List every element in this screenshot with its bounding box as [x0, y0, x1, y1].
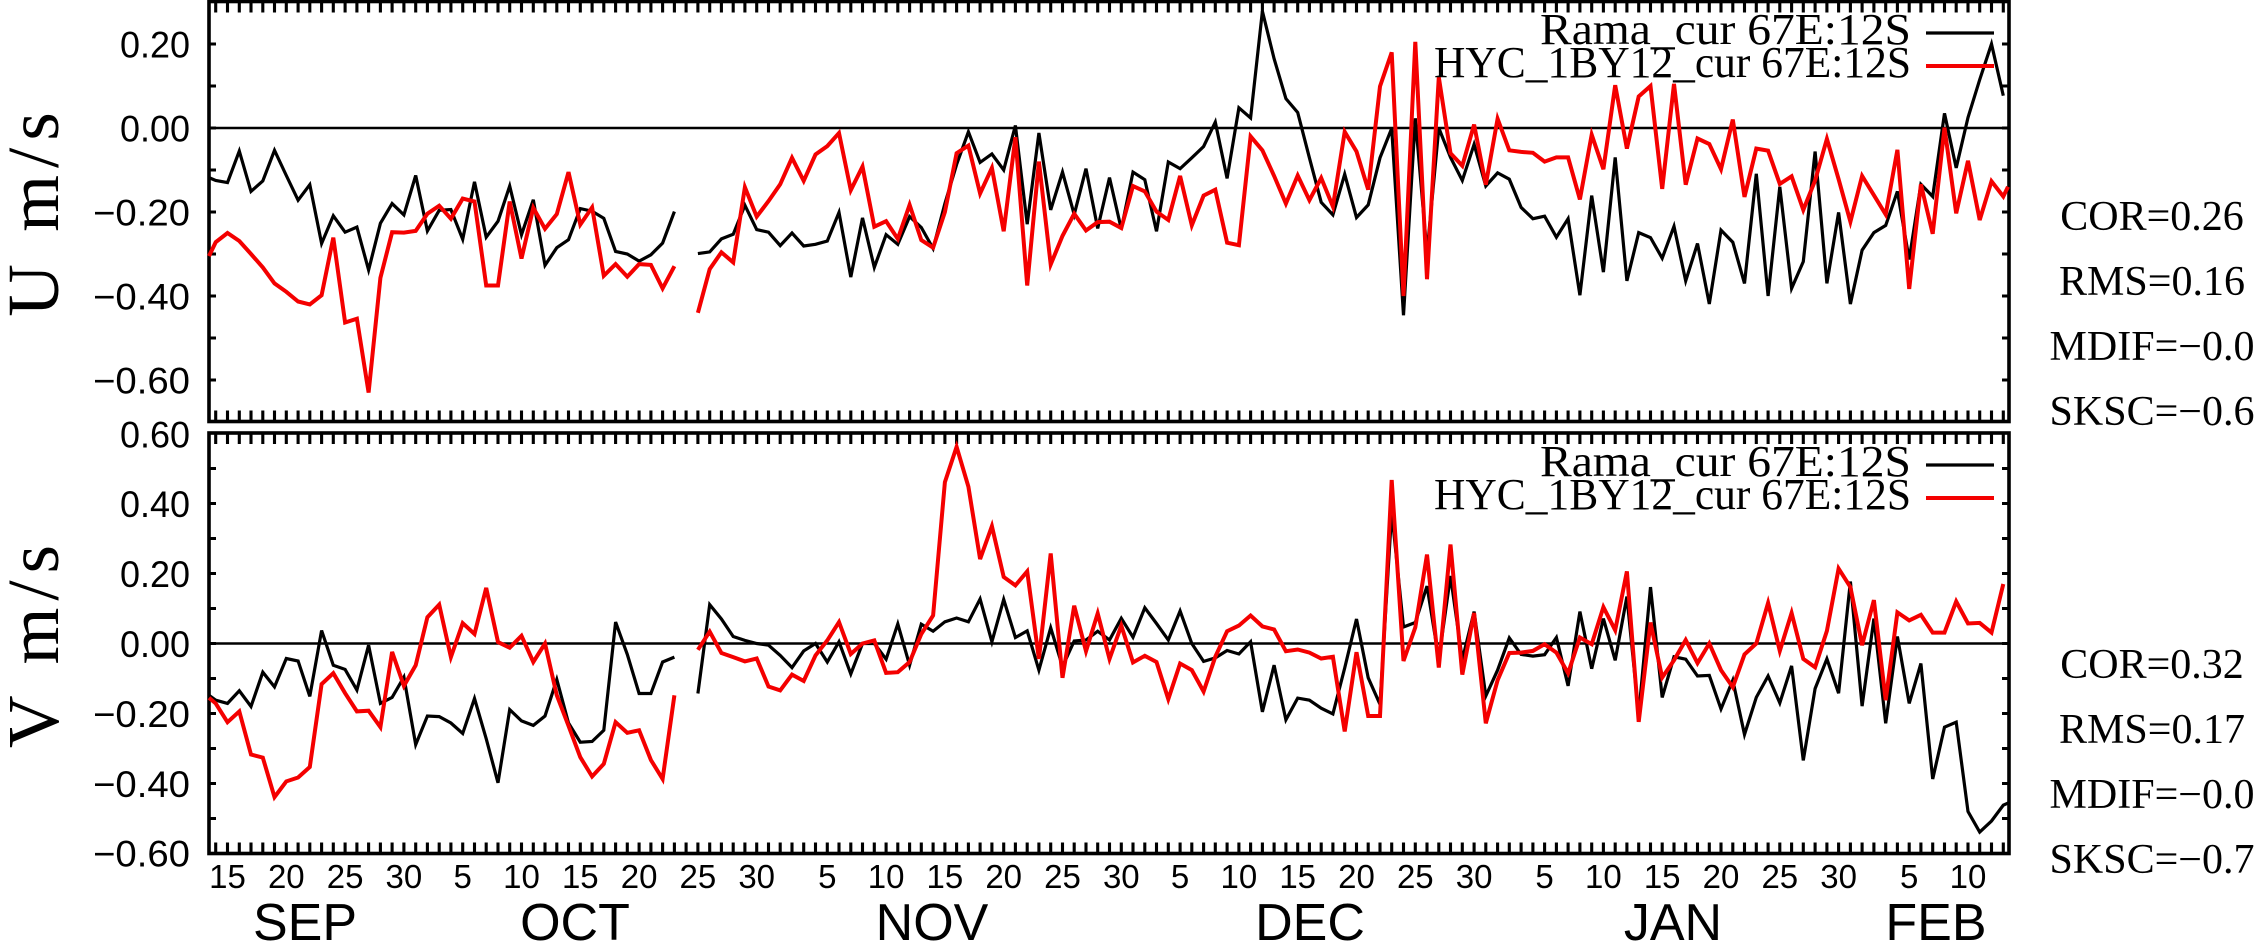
svg-text:20: 20 — [621, 858, 658, 895]
svg-text:15: 15 — [1644, 858, 1681, 895]
svg-text:10: 10 — [503, 858, 540, 895]
svg-text:10: 10 — [1221, 858, 1258, 895]
svg-text:5: 5 — [1535, 858, 1553, 895]
svg-text:−0.40: −0.40 — [93, 277, 190, 318]
svg-text:DEC: DEC — [1255, 894, 1365, 943]
svg-text:OCT: OCT — [520, 894, 630, 943]
svg-text:SKSC=−0.7: SKSC=−0.7 — [2050, 837, 2255, 883]
svg-text:25: 25 — [1044, 858, 1081, 895]
svg-text:−0.40: −0.40 — [93, 764, 190, 805]
svg-text:20: 20 — [268, 858, 305, 895]
svg-text:0.00: 0.00 — [120, 624, 190, 665]
svg-text:30: 30 — [738, 858, 775, 895]
svg-text:0.20: 0.20 — [120, 554, 190, 595]
svg-text:−0.20: −0.20 — [93, 694, 190, 735]
svg-text:10: 10 — [868, 858, 905, 895]
svg-text:JAN: JAN — [1624, 894, 1722, 943]
svg-text:0.00: 0.00 — [120, 109, 190, 150]
svg-text:COR=0.26: COR=0.26 — [2060, 194, 2244, 240]
svg-text:5: 5 — [454, 858, 472, 895]
svg-text:Rama_cur 67E:12S: Rama_cur 67E:12S — [1540, 5, 1911, 54]
svg-text:NOV: NOV — [876, 894, 989, 943]
svg-text:−0.60: −0.60 — [93, 834, 190, 875]
svg-text:30: 30 — [1103, 858, 1140, 895]
svg-text:25: 25 — [680, 858, 717, 895]
svg-text:20: 20 — [985, 858, 1022, 895]
svg-text:5: 5 — [1900, 858, 1918, 895]
svg-text:COR=0.32: COR=0.32 — [2060, 642, 2244, 688]
svg-text:V m/s: V m/s — [0, 538, 74, 748]
svg-text:30: 30 — [386, 858, 423, 895]
svg-text:SKSC=−0.6: SKSC=−0.6 — [2050, 389, 2255, 435]
svg-text:RMS=0.16: RMS=0.16 — [2059, 259, 2245, 305]
svg-text:SEP: SEP — [253, 894, 357, 943]
svg-text:5: 5 — [818, 858, 836, 895]
svg-text:RMS=0.17: RMS=0.17 — [2059, 707, 2245, 753]
svg-text:−0.20: −0.20 — [93, 193, 190, 234]
svg-text:0.40: 0.40 — [120, 484, 190, 525]
svg-text:20: 20 — [1703, 858, 1740, 895]
svg-text:30: 30 — [1456, 858, 1493, 895]
svg-text:Rama_cur 67E:12S: Rama_cur 67E:12S — [1540, 437, 1911, 486]
svg-text:25: 25 — [1397, 858, 1434, 895]
svg-text:MDIF=−0.0: MDIF=−0.0 — [2050, 772, 2255, 818]
svg-text:20: 20 — [1338, 858, 1375, 895]
svg-text:25: 25 — [327, 858, 364, 895]
svg-text:5: 5 — [1171, 858, 1189, 895]
svg-text:15: 15 — [1279, 858, 1316, 895]
svg-text:U m/s: U m/s — [0, 105, 74, 316]
svg-text:30: 30 — [1820, 858, 1857, 895]
svg-text:MDIF=−0.0: MDIF=−0.0 — [2050, 324, 2255, 370]
svg-text:HYC_1BY12_cur 67E:12S: HYC_1BY12_cur 67E:12S — [1434, 38, 1911, 87]
svg-text:15: 15 — [927, 858, 964, 895]
svg-text:FEB: FEB — [1885, 894, 1986, 943]
svg-text:10: 10 — [1950, 858, 1987, 895]
svg-text:0.20: 0.20 — [120, 25, 190, 66]
svg-text:10: 10 — [1585, 858, 1622, 895]
svg-text:0.60: 0.60 — [120, 415, 190, 456]
svg-text:−0.60: −0.60 — [93, 361, 190, 402]
svg-text:HYC_1BY12_cur 67E:12S: HYC_1BY12_cur 67E:12S — [1434, 470, 1911, 519]
svg-text:15: 15 — [209, 858, 246, 895]
svg-text:25: 25 — [1761, 858, 1798, 895]
svg-text:15: 15 — [562, 858, 599, 895]
